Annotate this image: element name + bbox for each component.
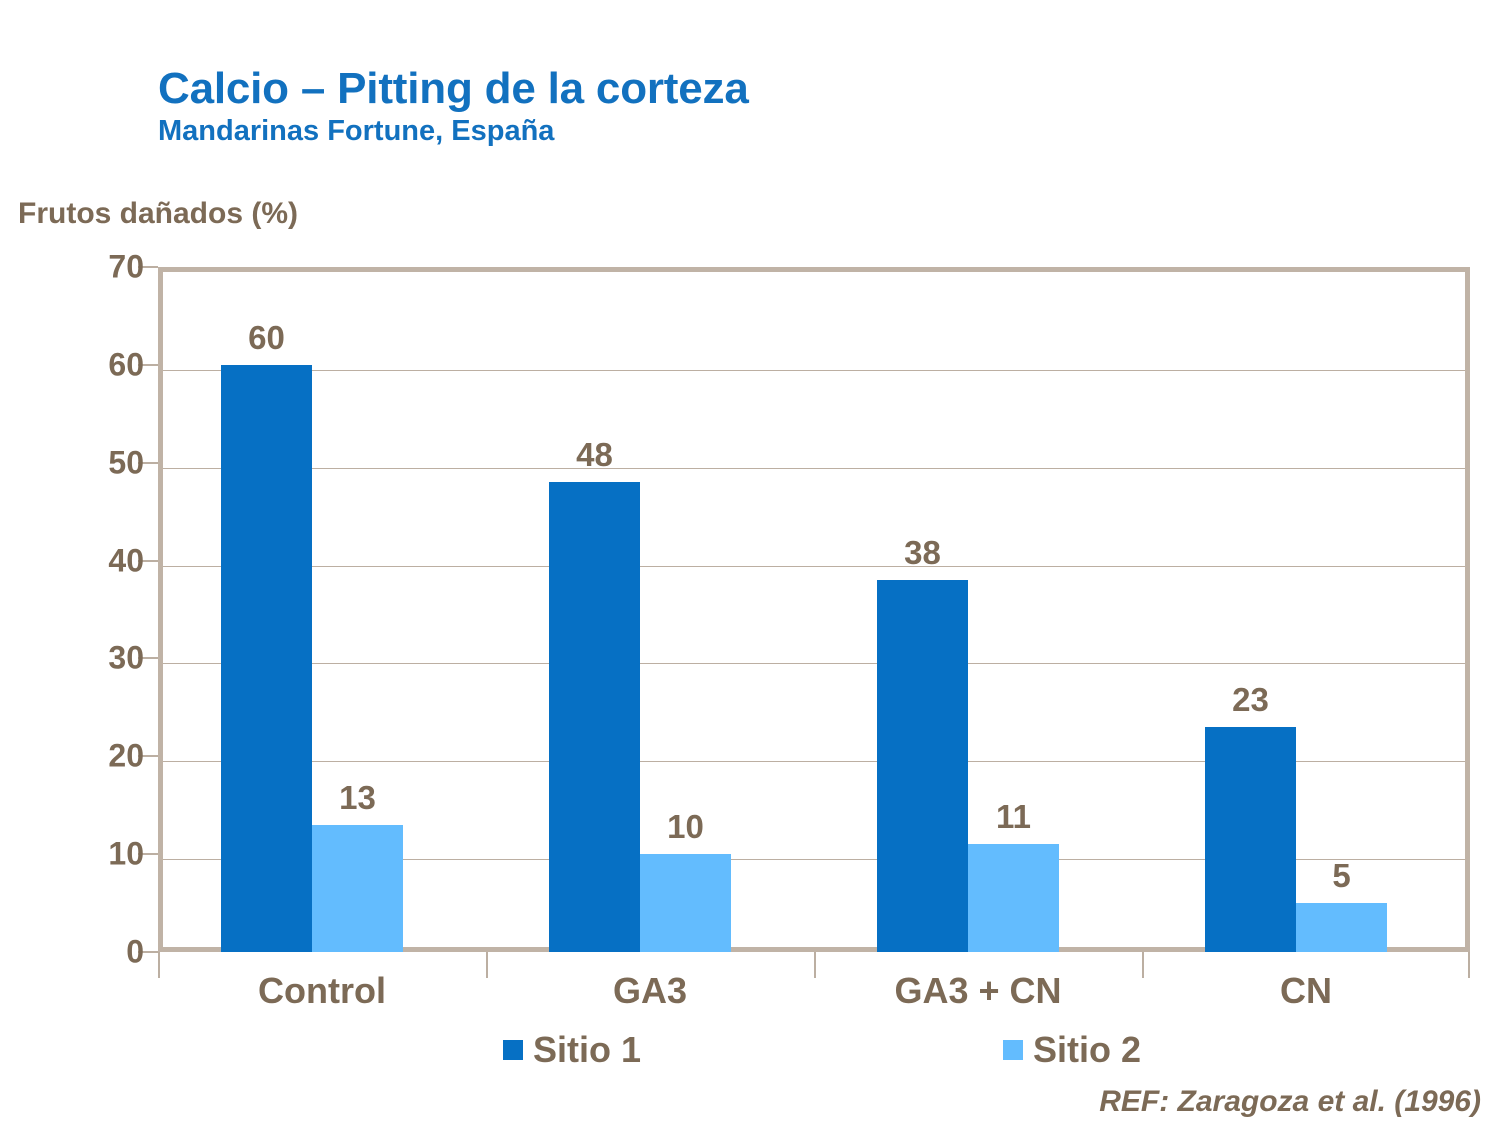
x-axis-tick [1142,952,1144,978]
title-block: Calcio – Pitting de la corteza Mandarina… [158,66,749,148]
y-axis-tick [138,266,158,268]
page-title: Calcio – Pitting de la corteza [158,64,749,113]
y-axis-tick [138,363,158,366]
y-axis-tick-label: 50 [108,444,144,481]
x-axis-labels: Control GA3 GA3 + CN CN [158,970,1470,1020]
gridline [163,663,1465,665]
y-axis-tick [138,559,158,562]
y-axis-tick-label: 40 [108,542,144,579]
y-axis-tick [138,755,158,758]
x-axis-ticks [158,952,1470,978]
x-axis-tick [486,952,488,978]
y-axis-tick [138,951,158,953]
y-axis-tick-label: 60 [108,346,144,383]
x-axis-tick [1468,952,1470,978]
y-axis-tick-label: 70 [108,248,144,285]
y-axis-tick-label: 30 [108,639,144,676]
y-axis-tick-label: 20 [108,737,144,774]
legend-label: Sitio 1 [533,1029,642,1070]
legend-swatch-icon [1003,1040,1023,1060]
legend-item-sitio-1[interactable]: Sitio 1 [503,1032,641,1068]
legend-label: Sitio 2 [1033,1029,1142,1070]
reference-note: REF: Zaragoza et al. (1996) [1099,1085,1481,1118]
gridline [163,761,1465,763]
y-axis-tick-label: 10 [108,835,144,872]
page-subtitle: Mandarinas Fortune, España [158,114,555,147]
y-axis-tick [138,853,158,856]
x-axis-label-ga3-cn: GA3 + CN [894,970,1062,1011]
chart-legend: Sitio 1 Sitio 2 [158,1032,1470,1080]
y-axis-title: Frutos dañados (%) [18,197,299,230]
x-axis-label-ga3: GA3 [612,970,688,1011]
y-axis-tick-label: 0 [126,933,144,970]
gridline [163,565,1465,567]
x-axis-tick [814,952,816,978]
x-axis-tick [158,952,160,978]
y-axis-tick [138,657,158,660]
x-axis-label-cn: CN [1280,970,1332,1011]
gridline [163,369,1465,371]
y-axis-tick [138,461,158,464]
legend-item-sitio-2[interactable]: Sitio 2 [1003,1032,1141,1068]
legend-swatch-icon [503,1040,523,1060]
plot-area [158,267,1470,952]
gridline [163,467,1465,469]
x-axis-label-control: Control [258,970,386,1011]
gridline [163,859,1465,861]
